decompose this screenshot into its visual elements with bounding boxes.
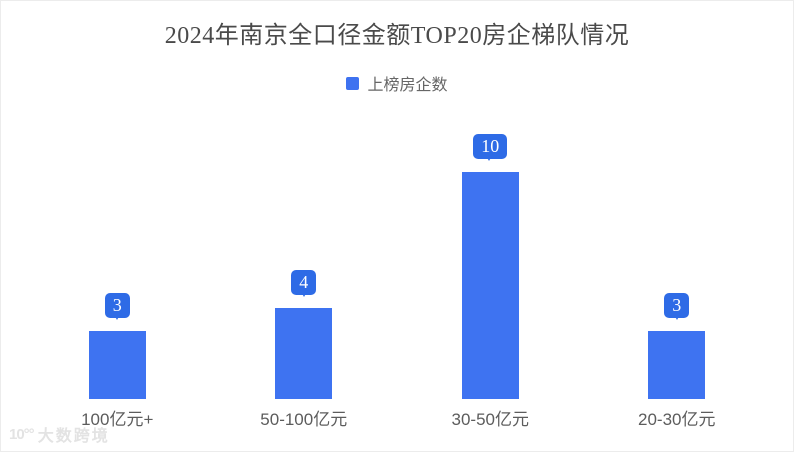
bar[interactable]	[275, 308, 333, 399]
x-axis-labels: 100亿元+ 50-100亿元 30-50亿元 20-30亿元	[24, 405, 770, 430]
watermark-logo-icon: 10°°	[9, 425, 35, 443]
bar[interactable]	[88, 331, 146, 399]
chart-title: 2024年南京全口径金额TOP20房企梯队情况	[164, 23, 630, 49]
bar-slot: 10	[397, 134, 584, 399]
bar-slot: 3	[24, 293, 211, 399]
legend: 上榜房企数	[1, 71, 793, 95]
bar-slot: 4	[211, 270, 398, 399]
data-label-bubble: 10	[473, 134, 508, 161]
watermark: 10°° 大数跨境	[9, 422, 110, 446]
bar-slot: 3	[584, 293, 771, 399]
watermark-text: 大数跨境	[37, 428, 110, 445]
data-label-bubble: 4	[291, 270, 317, 297]
legend-item[interactable]: 上榜房企数	[346, 71, 448, 95]
data-label-bubble: 3	[664, 293, 690, 320]
x-axis-label: 50-100亿元	[260, 410, 348, 429]
x-axis-label: 20-30亿元	[638, 410, 716, 429]
data-label-bubble: 3	[104, 293, 130, 320]
x-axis-label: 30-50亿元	[451, 410, 529, 429]
legend-swatch-icon	[346, 76, 360, 90]
x-axis-label: 100亿元+	[81, 410, 154, 429]
plot-area: 3 4 10 3	[24, 1, 770, 399]
bar[interactable]	[461, 172, 519, 399]
legend-label: 上榜房企数	[367, 77, 448, 94]
bar[interactable]	[648, 331, 706, 399]
